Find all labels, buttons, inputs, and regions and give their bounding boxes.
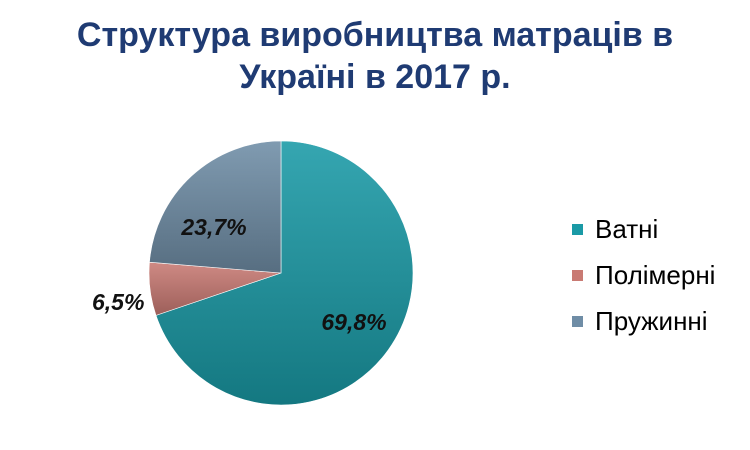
- legend-swatch: [572, 269, 583, 281]
- legend-item: Пружинні: [572, 298, 715, 344]
- pie-data-label: 69,8%: [321, 309, 386, 335]
- chart-title-line-2: Україні в 2017 р.: [239, 58, 511, 96]
- legend: Ватні Полімерні Пружинні: [572, 206, 715, 344]
- pie-data-label: 6,5%: [92, 289, 144, 315]
- chart-title: Структура виробництва матраців в Україні…: [40, 14, 710, 98]
- legend-swatch: [572, 223, 583, 235]
- legend-swatch: [572, 315, 583, 327]
- pie-data-labels: 69,8% 6,5% 23,7%: [92, 214, 387, 335]
- pie-slice-1: [155, 140, 414, 406]
- legend-label: Полімерні: [595, 259, 716, 290]
- legend-label: Ватні: [595, 213, 659, 244]
- pie-data-label: 23,7%: [180, 214, 246, 240]
- legend-item: Полімерні: [572, 252, 715, 298]
- pie-slice-3: [149, 140, 282, 274]
- pie-slices: [148, 140, 414, 406]
- chart-title-line-1: Структура виробництва матраців в: [76, 16, 674, 54]
- legend-item: Ватні: [572, 206, 715, 252]
- legend-label: Пружинні: [595, 305, 708, 336]
